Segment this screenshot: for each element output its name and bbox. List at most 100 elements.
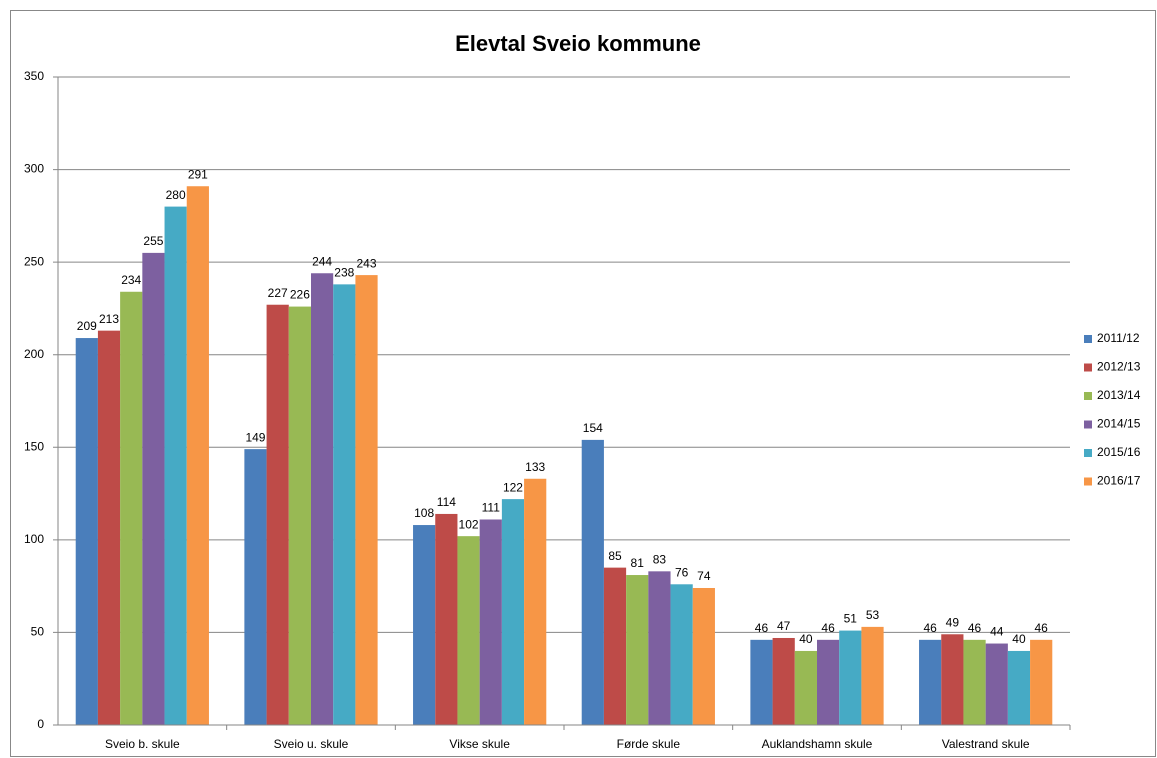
chart-title: Elevtal Sveio kommune [455, 31, 701, 56]
bar [97, 330, 121, 725]
value-label: 255 [143, 234, 163, 248]
value-label: 49 [946, 615, 960, 629]
y-tick-label: 300 [24, 162, 44, 176]
legend-label: 2015/16 [1097, 445, 1141, 459]
legend-swatch [1084, 420, 1092, 429]
value-label: 47 [777, 619, 791, 633]
y-tick-label: 50 [31, 625, 45, 639]
value-label: 46 [1035, 621, 1049, 635]
value-label: 44 [990, 625, 1004, 639]
value-label: 76 [675, 565, 689, 579]
value-label: 51 [844, 612, 858, 626]
bar [919, 639, 942, 725]
bar [817, 639, 840, 725]
y-tick-label: 0 [37, 717, 44, 731]
value-label: 108 [414, 506, 434, 520]
bar [244, 449, 267, 725]
value-label: 209 [77, 319, 97, 333]
value-label: 46 [968, 621, 982, 635]
value-label: 83 [653, 553, 667, 567]
value-label: 149 [245, 430, 265, 444]
bar [603, 567, 627, 725]
value-label: 280 [166, 188, 186, 202]
value-label: 81 [631, 556, 645, 570]
legend-label: 2011/12 [1097, 331, 1140, 345]
legend-label: 2013/14 [1097, 388, 1141, 402]
value-label: 85 [608, 549, 622, 563]
value-label: 238 [334, 266, 354, 280]
value-label: 46 [755, 621, 769, 635]
value-label: 243 [357, 256, 377, 270]
bar [670, 584, 693, 725]
x-tick-label: Valestrand skule [942, 737, 1030, 751]
bar [413, 525, 436, 725]
legend-swatch [1084, 335, 1092, 343]
bar [648, 571, 671, 725]
bar [581, 439, 604, 725]
y-tick-label: 250 [24, 254, 44, 268]
bar [626, 575, 649, 725]
bar [524, 478, 547, 725]
bar [333, 284, 356, 725]
legend-label: 2016/17 [1097, 474, 1141, 488]
bar [435, 513, 458, 725]
legend-swatch [1084, 392, 1092, 400]
value-label: 226 [290, 288, 310, 302]
y-tick-label: 100 [24, 532, 44, 546]
bar [692, 587, 715, 725]
x-tick-label: Vikse skule [449, 737, 510, 751]
bar [1030, 639, 1053, 725]
bar [750, 639, 773, 725]
bar [839, 630, 862, 725]
bar [142, 252, 165, 725]
bar [355, 275, 378, 725]
bar [479, 519, 502, 725]
bar [75, 338, 98, 725]
value-label: 111 [482, 501, 501, 515]
value-label: 53 [866, 608, 880, 622]
x-tick-label: Auklandshamn skule [762, 737, 873, 751]
bar [985, 643, 1008, 725]
bar [501, 499, 525, 725]
value-label: 227 [268, 286, 288, 300]
bar [164, 206, 187, 726]
bar [120, 291, 143, 725]
y-tick-label: 200 [24, 347, 44, 361]
legend-swatch [1084, 363, 1092, 372]
bar [941, 634, 964, 725]
bar [861, 626, 884, 725]
legend-label: 2012/13 [1097, 360, 1141, 374]
legend-label: 2014/15 [1097, 417, 1141, 431]
value-label: 213 [99, 312, 119, 326]
value-label: 114 [437, 495, 456, 509]
value-label: 40 [799, 632, 813, 646]
value-label: 133 [525, 460, 545, 474]
y-tick-label: 350 [24, 69, 44, 83]
value-label: 154 [583, 421, 603, 435]
value-label: 46 [923, 621, 937, 635]
value-label: 102 [459, 517, 479, 531]
legend-swatch [1084, 477, 1092, 486]
value-label: 234 [121, 273, 141, 287]
bar [457, 536, 480, 725]
legend-swatch [1084, 449, 1092, 457]
bar [963, 639, 986, 725]
bar [1007, 650, 1031, 725]
value-label: 244 [312, 254, 332, 268]
bar [794, 650, 817, 725]
bar [186, 186, 209, 726]
bar [288, 306, 311, 725]
bar [266, 304, 289, 725]
x-tick-label: Førde skule [617, 737, 681, 751]
value-label: 291 [188, 167, 208, 181]
y-tick-label: 150 [24, 439, 44, 453]
bar [311, 273, 334, 725]
value-label: 74 [697, 569, 711, 583]
x-tick-label: Sveio b. skule [105, 737, 180, 751]
value-label: 122 [503, 480, 523, 494]
bar [772, 637, 795, 725]
value-label: 40 [1012, 632, 1026, 646]
x-tick-label: Sveio u. skule [274, 737, 349, 751]
value-label: 46 [821, 621, 835, 635]
